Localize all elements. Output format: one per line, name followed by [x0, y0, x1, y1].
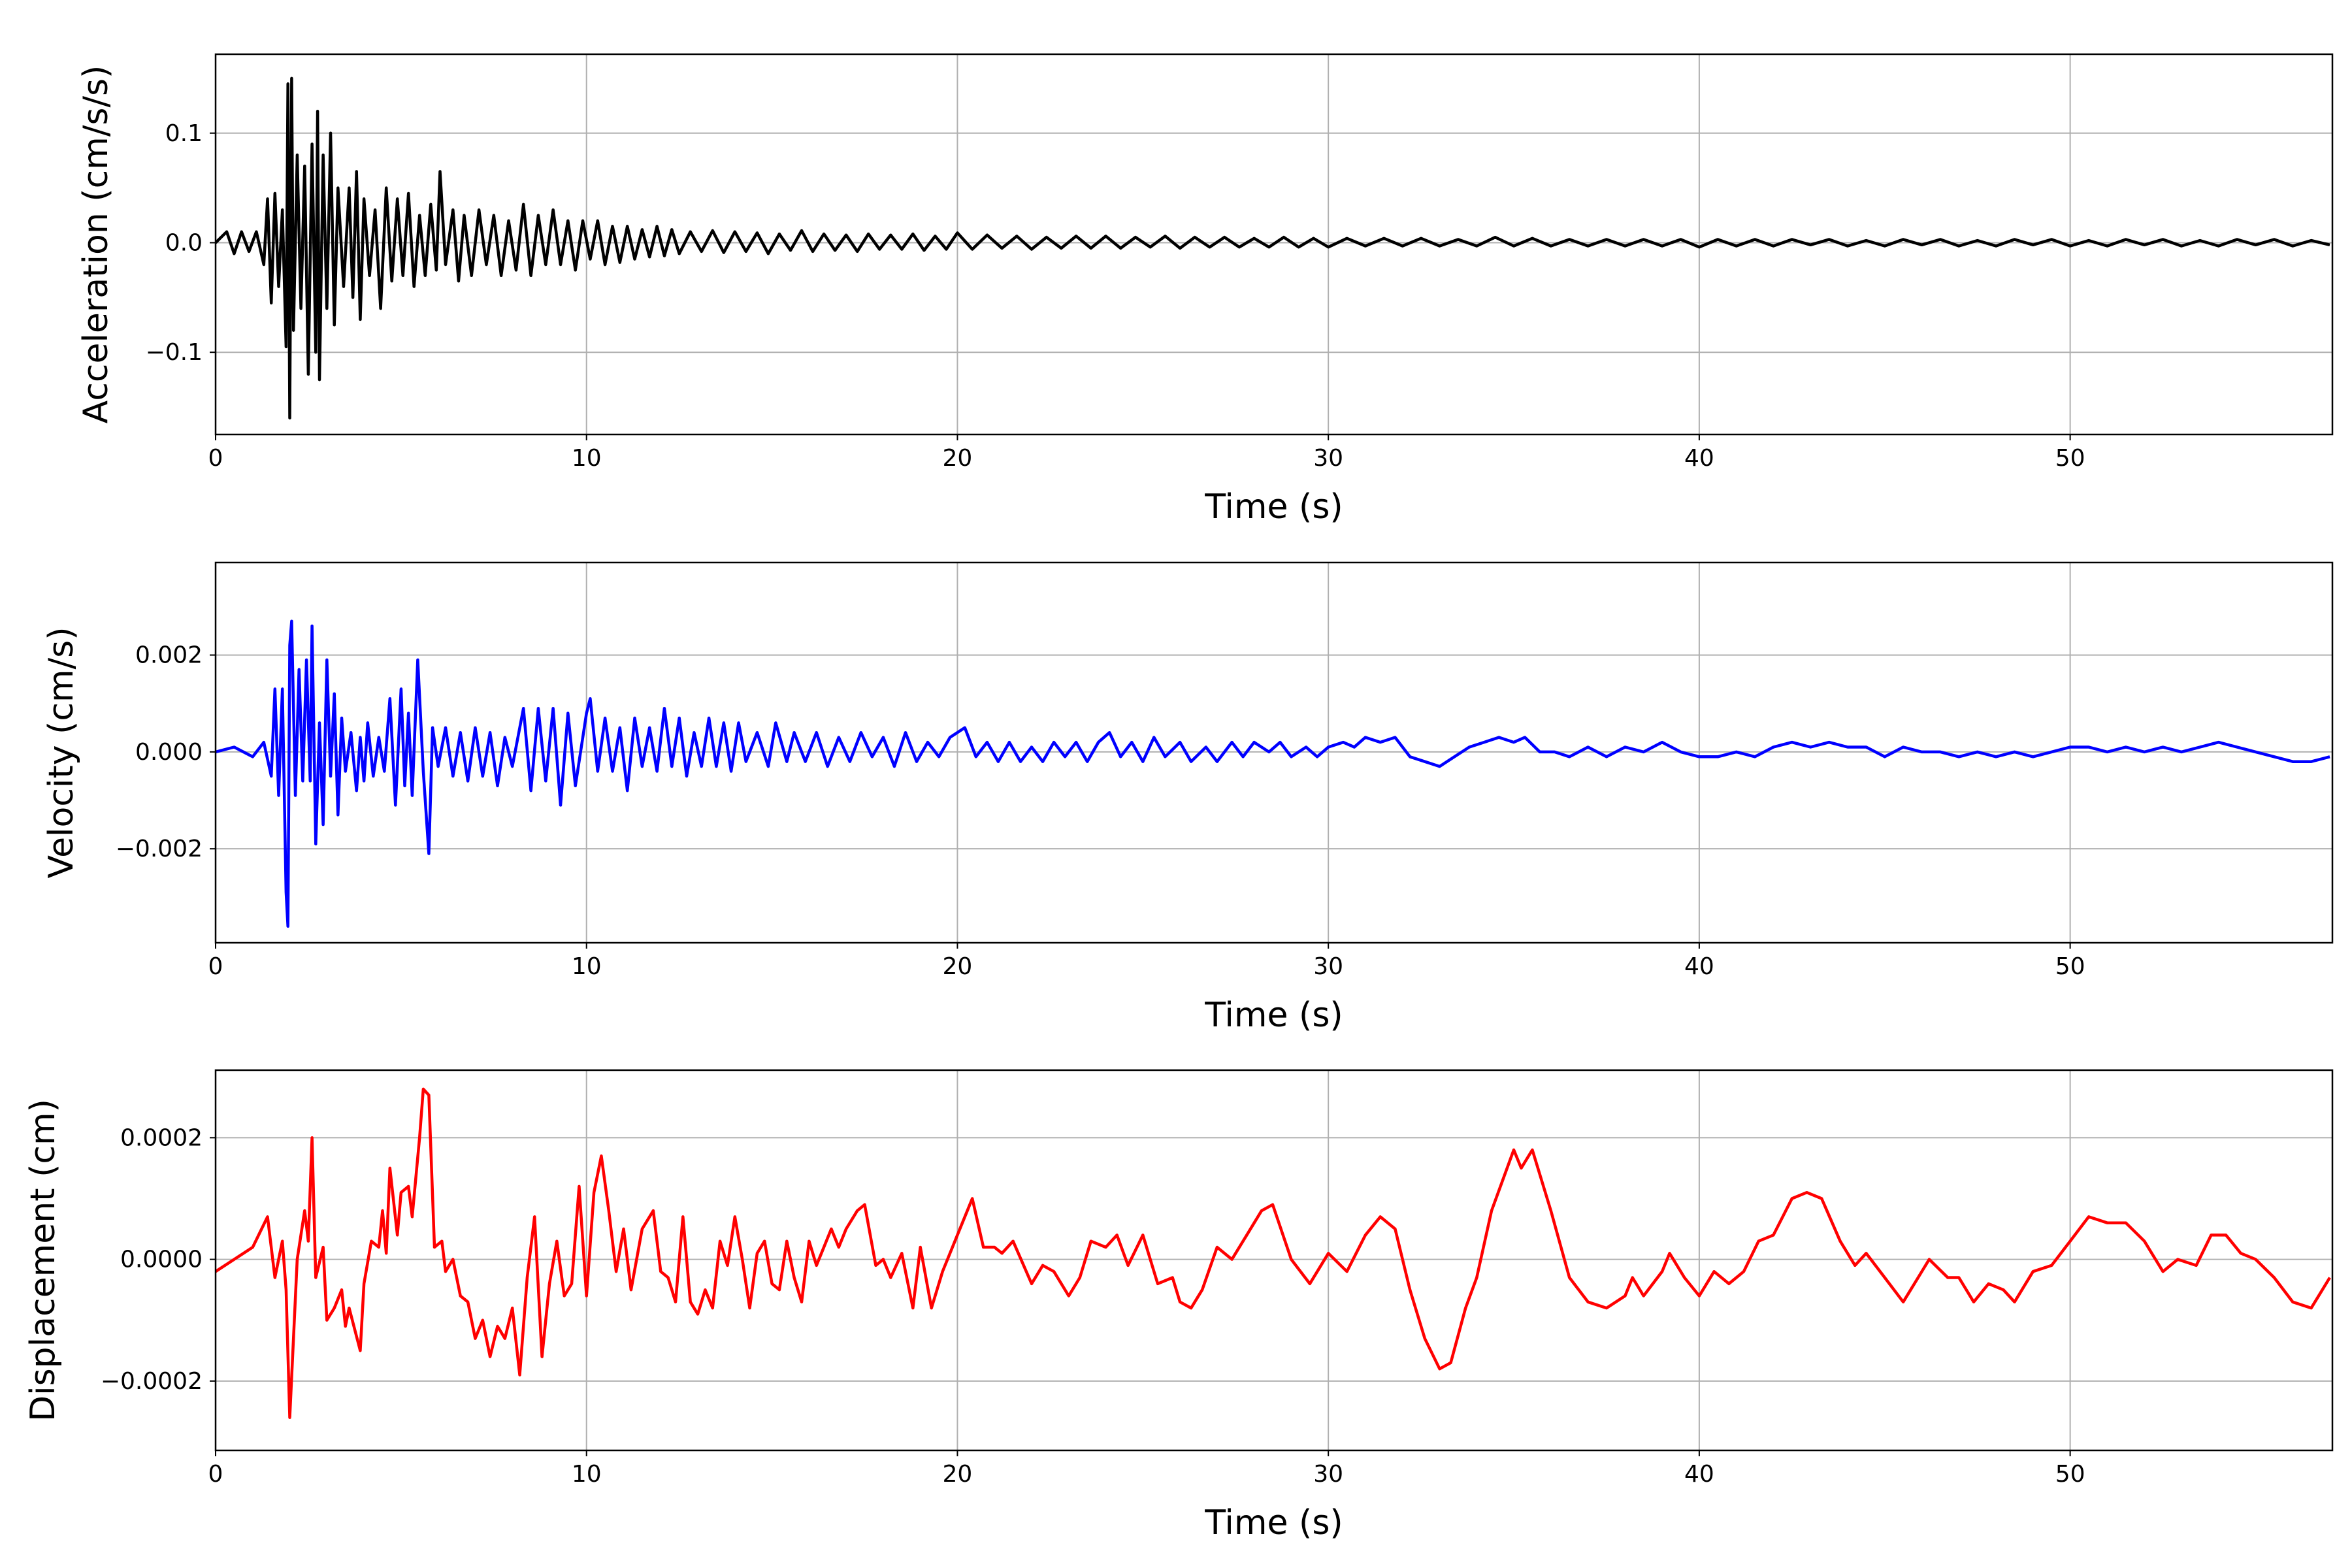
y-axis-label: Acceleration (cm/s/s)	[76, 65, 116, 424]
x-tick-label: 20	[943, 953, 973, 980]
x-tick-label: 10	[572, 1461, 602, 1488]
x-tick-label: 40	[1684, 953, 1714, 980]
x-tick-label: 30	[1313, 1461, 1343, 1488]
x-tick-label: 0	[208, 1461, 223, 1488]
x-tick-label: 20	[943, 1461, 973, 1488]
y-tick-label: −0.002	[116, 836, 203, 862]
x-tick-label: 0	[208, 445, 223, 472]
velocity-series-line	[216, 619, 2330, 928]
acceleration-chart: 0 10 20 30 40 50 −0.1 0.0 0.1 Time (s) Acceleratio…	[76, 53, 2334, 527]
y-tick-label: 0.0002	[120, 1124, 203, 1151]
x-tick-label: 50	[2055, 1461, 2085, 1488]
y-tick-label: 0.000	[135, 739, 203, 766]
y-tick-label: 0.0000	[120, 1247, 203, 1273]
displacement-chart: 0 10 20 30 40 50 −0.0002 0.0000 0.0002 Time (s) Di…	[24, 1069, 2334, 1543]
x-axis-label: Time (s)	[1204, 487, 1343, 527]
x-tick-label: 0	[208, 953, 223, 980]
x-tick-label: 40	[1684, 445, 1714, 472]
x-tick-label: 20	[943, 445, 973, 472]
x-tick-label: 50	[2055, 953, 2085, 980]
x-axis-label: Time (s)	[1204, 1503, 1343, 1543]
x-axis-label: Time (s)	[1204, 996, 1343, 1035]
x-tick-label: 30	[1313, 953, 1343, 980]
x-tick-label: 30	[1313, 445, 1343, 472]
y-tick-label: 0.1	[165, 120, 203, 147]
y-axis-label: Displacement (cm)	[24, 1099, 63, 1422]
x-tick-label: 40	[1684, 1461, 1714, 1488]
axes-frame	[214, 561, 2334, 944]
x-tick-label: 10	[572, 445, 602, 472]
x-tick-label: 10	[572, 953, 602, 980]
displacement-series-line	[216, 1087, 2331, 1419]
axes-frame	[214, 1069, 2334, 1452]
y-tick-label: 0.0	[165, 229, 203, 256]
y-tick-label: −0.1	[146, 339, 203, 366]
y-tick-label: 0.002	[135, 642, 203, 669]
x-tick-label: 50	[2055, 445, 2085, 472]
axes-frame	[214, 53, 2334, 436]
acceleration-series-line	[216, 76, 2330, 420]
y-axis-label: Velocity (cm/s)	[42, 627, 81, 879]
velocity-chart: 0 10 20 30 40 50 −0.002 0.000 0.002 Time (s) Veloc…	[42, 561, 2334, 1035]
y-tick-label: −0.0002	[101, 1368, 203, 1395]
